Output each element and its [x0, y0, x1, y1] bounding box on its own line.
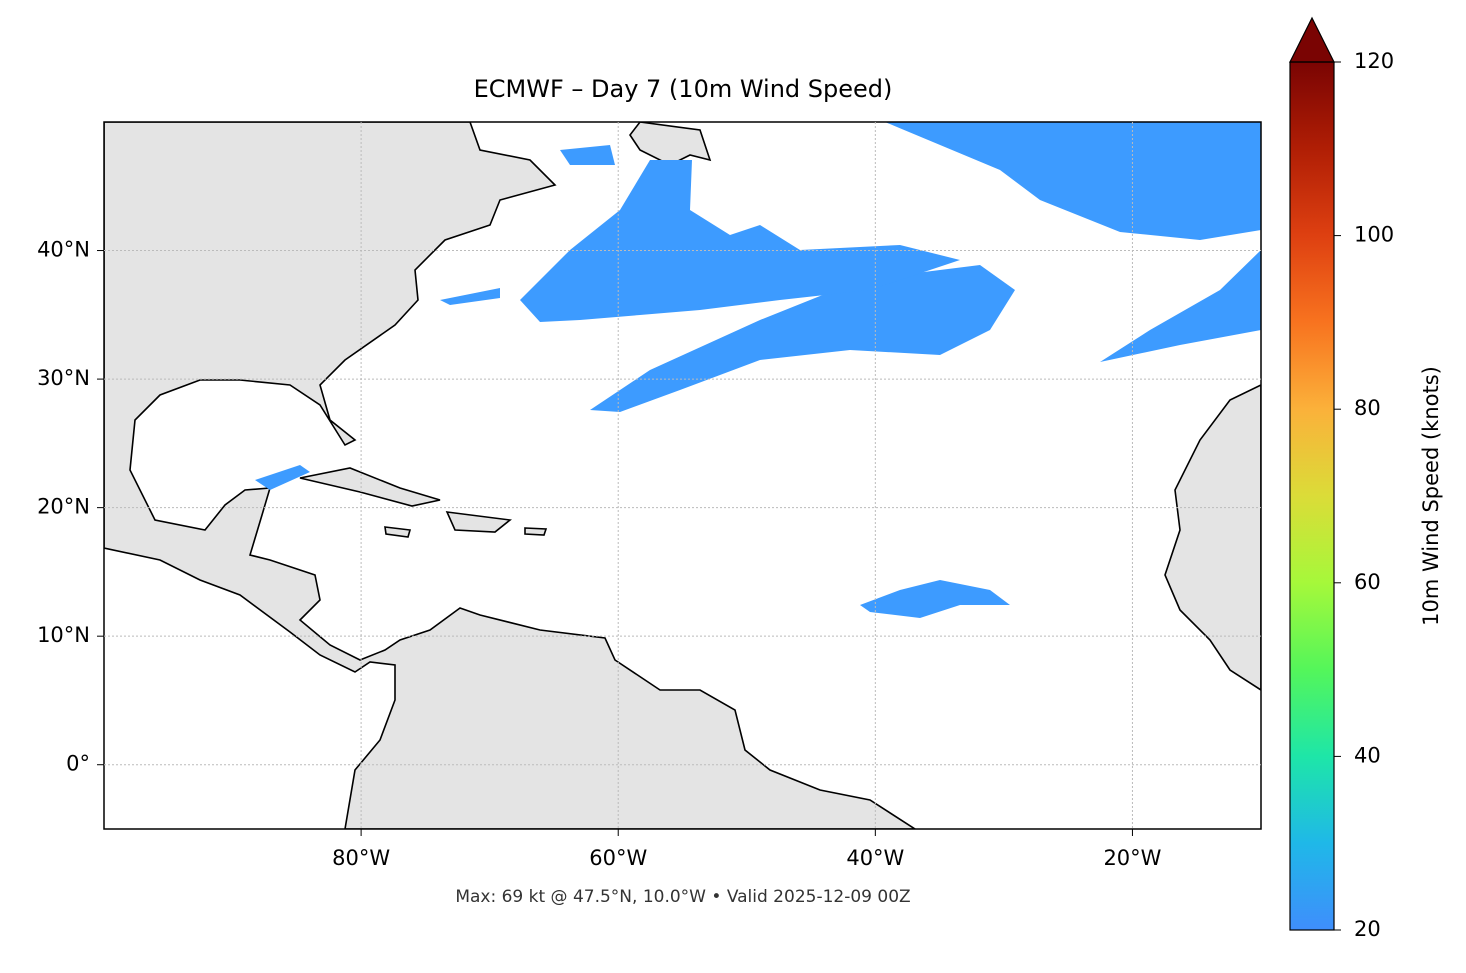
map-frame	[103, 121, 1262, 830]
wind-swath	[1100, 250, 1261, 362]
wind-swath	[560, 145, 615, 165]
x-tick-label: 20°W	[1103, 846, 1161, 870]
y-tick-label: 10°N	[37, 623, 90, 647]
land	[524, 527, 548, 536]
land	[629, 122, 712, 166]
x-tick-label: 40°W	[846, 846, 904, 870]
y-tick-label: 40°N	[37, 238, 90, 262]
map-area	[104, 122, 1261, 829]
colorbar-tick-label: 20	[1354, 917, 1381, 941]
wind-swath	[255, 465, 310, 490]
wind-swath	[440, 288, 500, 305]
y-tick-label: 0°	[66, 752, 90, 776]
wind-swath	[860, 580, 1010, 618]
land	[299, 467, 441, 507]
y-tick-label: 20°N	[37, 495, 90, 519]
wind-swath	[520, 160, 960, 322]
x-tick-label: 80°W	[332, 846, 390, 870]
colorbar-tick-label: 120	[1354, 49, 1394, 73]
land	[1164, 384, 1261, 691]
wind-swath	[885, 122, 1261, 240]
colorbar-tick-label: 80	[1354, 396, 1381, 420]
colorbar-frame	[1289, 61, 1335, 931]
wind-swath	[590, 265, 1015, 412]
land	[445, 511, 512, 533]
colorbar-tick-label: 60	[1354, 570, 1381, 594]
colorbar-tick-label: 40	[1354, 743, 1381, 767]
footer: Max: 69 kt @ 47.5°N, 10.0°W • Valid 2025…	[455, 887, 910, 907]
colorbar	[1290, 62, 1334, 930]
land	[384, 526, 412, 538]
colorbar-extend	[1289, 16, 1335, 63]
colorbar-tick-label: 100	[1354, 223, 1394, 247]
land	[104, 122, 917, 829]
colorbar-label: 10m Wind Speed (knots)	[1419, 366, 1443, 626]
x-tick-label: 60°W	[589, 846, 647, 870]
y-tick-label: 30°N	[37, 366, 90, 390]
title: ECMWF – Day 7 (10m Wind Speed)	[474, 75, 893, 103]
